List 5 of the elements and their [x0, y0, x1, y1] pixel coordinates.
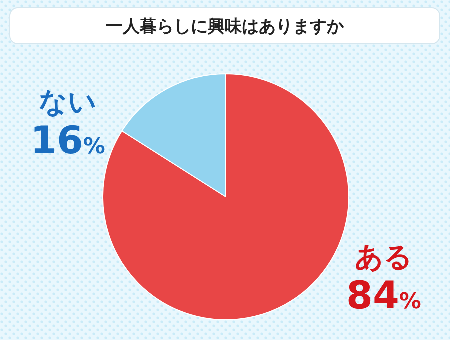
- data-label: 16%: [30, 118, 106, 162]
- slice-label: ない: [39, 85, 97, 118]
- chart-title: 一人暮らしに興味はありますか: [106, 17, 345, 37]
- slice-label: ある: [355, 240, 413, 274]
- data-label: 84%: [346, 274, 422, 318]
